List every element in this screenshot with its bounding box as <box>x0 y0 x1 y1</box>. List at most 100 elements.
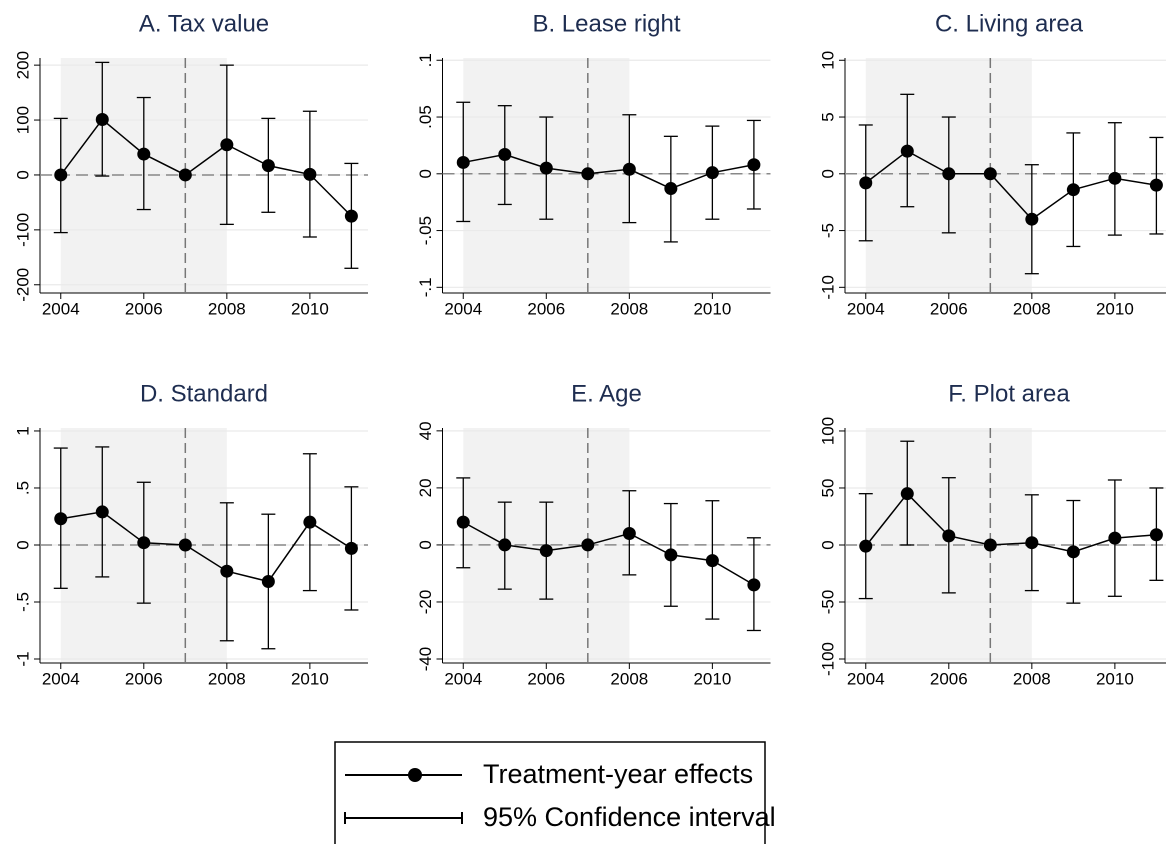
y-tick-label: 10 <box>818 51 837 70</box>
effect-point <box>859 176 873 190</box>
effect-point <box>178 538 192 552</box>
x-tick-label: 2004 <box>42 669 80 688</box>
effect-point <box>456 155 470 169</box>
y-tick-label: -5 <box>818 223 837 238</box>
effect-point <box>622 162 636 176</box>
effect-point <box>664 182 678 196</box>
effect-point <box>581 538 595 552</box>
x-tick-label: 2008 <box>208 299 246 318</box>
effect-line <box>60 511 352 583</box>
x-tick-label: 2004 <box>847 669 885 688</box>
panel: -1 -.5 0 .5 1 2004 2006 2008 2010 D. Standard <box>13 380 368 688</box>
effect-point <box>220 564 234 578</box>
effect-point <box>539 544 553 558</box>
x-tick-label: 2010 <box>693 299 731 318</box>
effect-point <box>983 167 997 181</box>
x-tick-label: 2004 <box>847 299 885 318</box>
effect-point <box>983 538 997 552</box>
y-tick-label: -10 <box>818 275 837 300</box>
y-tick-label: 100 <box>818 417 837 445</box>
effect-point <box>344 541 358 555</box>
legend-dot <box>408 768 422 782</box>
effect-point <box>900 487 914 501</box>
effect-line <box>463 153 755 190</box>
effect-point <box>859 539 873 553</box>
y-tick-label: -.1 <box>416 277 435 297</box>
effect-point <box>1108 171 1122 185</box>
panel: -40 -20 0 20 40 2004 2006 2008 2010 E. Age <box>416 380 771 688</box>
effect-point <box>498 147 512 161</box>
x-tick-label: 2010 <box>291 669 329 688</box>
effect-point <box>220 138 234 152</box>
effect-point <box>942 167 956 181</box>
effect-line <box>462 521 755 586</box>
effect-point <box>1066 545 1080 559</box>
y-tick-label: -200 <box>13 268 32 302</box>
panel: -10 -5 0 5 10 2004 2006 2008 2010 C. Living area <box>818 10 1166 318</box>
y-tick-label: 1 <box>13 426 32 435</box>
legend-label: 95% Confidence interval <box>483 802 776 832</box>
x-tick-label: 2006 <box>125 669 163 688</box>
x-tick-label: 2010 <box>1096 669 1134 688</box>
y-tick-label: 100 <box>13 106 32 134</box>
x-tick-label: 2008 <box>1013 669 1051 688</box>
y-tick-label: -.5 <box>13 592 32 612</box>
effect-point <box>456 515 470 529</box>
x-tick-label: 2004 <box>42 299 80 318</box>
x-tick-label: 2006 <box>125 299 163 318</box>
effect-point <box>1108 531 1122 545</box>
effect-point <box>137 147 151 161</box>
x-tick-label: 2006 <box>930 669 968 688</box>
effect-point <box>95 505 109 519</box>
effect-point <box>1149 528 1163 542</box>
effect-point <box>54 512 68 526</box>
x-tick-label: 2006 <box>527 299 565 318</box>
effect-point <box>95 112 109 126</box>
panel: -.1 -.05 0 .05 .1 2004 2006 2008 2010 B. Lease ri… <box>416 10 771 318</box>
effect-point <box>581 167 595 181</box>
y-tick-label: 20 <box>416 478 435 497</box>
y-tick-label: -100 <box>13 213 32 247</box>
legend-label: Treatment-year effects <box>483 759 753 789</box>
y-tick-label: -20 <box>416 590 435 615</box>
y-tick-label: -.05 <box>416 216 435 245</box>
effect-point <box>747 578 761 592</box>
effect-point <box>705 166 719 180</box>
x-tick-label: 2004 <box>444 669 482 688</box>
panel: -200 -100 0 100 200 2004 2006 2008 2010 A. Tax va… <box>13 10 368 318</box>
y-tick-label: .5 <box>13 481 32 495</box>
effect-line <box>60 118 352 217</box>
y-tick-label: -100 <box>818 642 837 676</box>
effect-point <box>1025 212 1039 226</box>
effect-point <box>539 161 553 175</box>
y-tick-label: 5 <box>818 112 837 121</box>
effect-point <box>344 209 358 223</box>
x-tick-label: 2006 <box>527 669 565 688</box>
effect-line <box>865 492 1157 553</box>
effect-point <box>261 159 275 173</box>
effect-point <box>900 144 914 158</box>
y-tick-label: -50 <box>818 590 837 615</box>
effect-point <box>498 538 512 552</box>
effect-point <box>1149 178 1163 192</box>
y-tick-label: 0 <box>13 170 32 179</box>
panel-title: F. Plot area <box>948 380 1070 407</box>
y-tick-label: 0 <box>818 169 837 178</box>
y-tick-label: 0 <box>416 169 435 178</box>
y-tick-label: 0 <box>13 540 32 549</box>
effect-point <box>54 168 68 182</box>
panel-title: C. Living area <box>935 10 1084 37</box>
x-tick-label: 2008 <box>208 669 246 688</box>
x-tick-label: 2010 <box>291 299 329 318</box>
effect-point <box>705 554 719 568</box>
effect-point <box>942 529 956 543</box>
y-tick-label: 50 <box>818 479 837 498</box>
effect-point <box>1025 536 1039 550</box>
panel-title: A. Tax value <box>139 10 269 37</box>
effect-point <box>747 158 761 172</box>
y-tick-label: 40 <box>416 421 435 440</box>
y-tick-label: .1 <box>416 53 435 67</box>
effect-point <box>1066 183 1080 197</box>
